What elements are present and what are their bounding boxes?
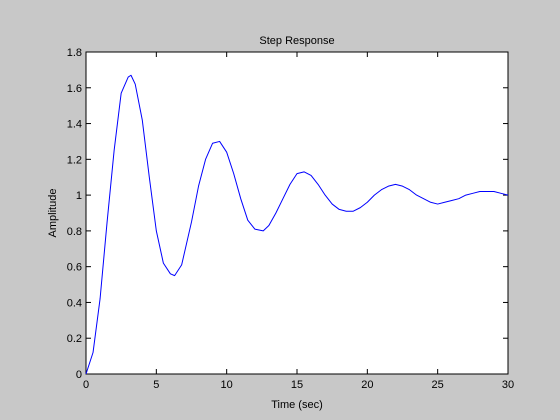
y-tick-label: 1.6 (67, 83, 82, 95)
tick-marks (85, 51, 509, 375)
y-tick-label: 1.8 (67, 47, 82, 59)
y-tick-label: 0.8 (67, 226, 82, 238)
series-layer (85, 74, 509, 375)
x-tick-label: 10 (221, 379, 233, 391)
x-tick-label: 30 (502, 379, 514, 391)
x-axis-label: Time (sec) (271, 399, 323, 411)
x-tick-label: 25 (432, 379, 444, 391)
y-tick-label: 0.4 (67, 297, 82, 309)
y-tick-label: 1 (76, 190, 82, 202)
x-tick-label: 15 (291, 379, 303, 391)
y-tick-label: 0 (76, 369, 82, 381)
y-tick-label: 1.2 (67, 154, 82, 166)
y-tick-label: 1.4 (67, 119, 82, 131)
tick-labels: 0 5 10 15 20 25 30 0 0.2 0.4 0.6 0.8 1 1.2 1.4 1.6 1.8 (67, 47, 514, 391)
y-axis-label: Amplitude (47, 189, 59, 238)
chart-title: Step Response (259, 35, 334, 47)
x-tick-label: 5 (153, 379, 159, 391)
y-tick-label: 0.6 (67, 262, 82, 274)
x-tick-label: 20 (361, 379, 373, 391)
x-tick-label: 0 (83, 379, 89, 391)
step-response-line (85, 74, 509, 375)
plot-area (85, 51, 509, 375)
y-tick-label: 0.2 (67, 333, 82, 345)
